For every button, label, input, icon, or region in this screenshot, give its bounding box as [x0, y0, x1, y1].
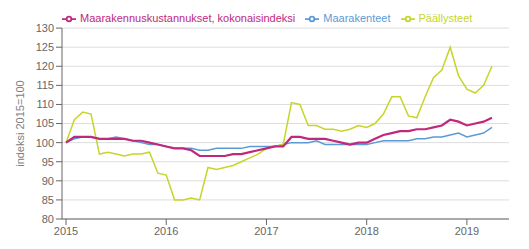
svg-text:2018: 2018: [354, 225, 378, 237]
svg-text:120: 120: [36, 60, 54, 72]
svg-text:80: 80: [42, 213, 54, 225]
svg-text:125: 125: [36, 41, 54, 53]
svg-text:85: 85: [42, 194, 54, 206]
svg-text:130: 130: [36, 22, 54, 34]
svg-text:2015: 2015: [54, 225, 78, 237]
svg-text:110: 110: [36, 98, 54, 110]
svg-text:95: 95: [42, 156, 54, 168]
svg-text:indeksi 2015=100: indeksi 2015=100: [14, 80, 26, 167]
html-text:Maarakennuskustannukset, kokon: Maarakennuskustannukset, kokonaisindeksi: [80, 12, 296, 24]
svg-text:2016: 2016: [154, 225, 178, 237]
html-text:Maarakenteet: Maarakenteet: [323, 12, 391, 24]
svg-text:2019: 2019: [455, 225, 479, 237]
svg-text:90: 90: [42, 175, 54, 187]
svg-text:2017: 2017: [254, 225, 278, 237]
svg-text:100: 100: [36, 137, 54, 149]
svg-text:105: 105: [36, 117, 54, 129]
html-text:Päällysteet: Päällysteet: [418, 12, 473, 24]
svg-text:115: 115: [36, 79, 54, 91]
